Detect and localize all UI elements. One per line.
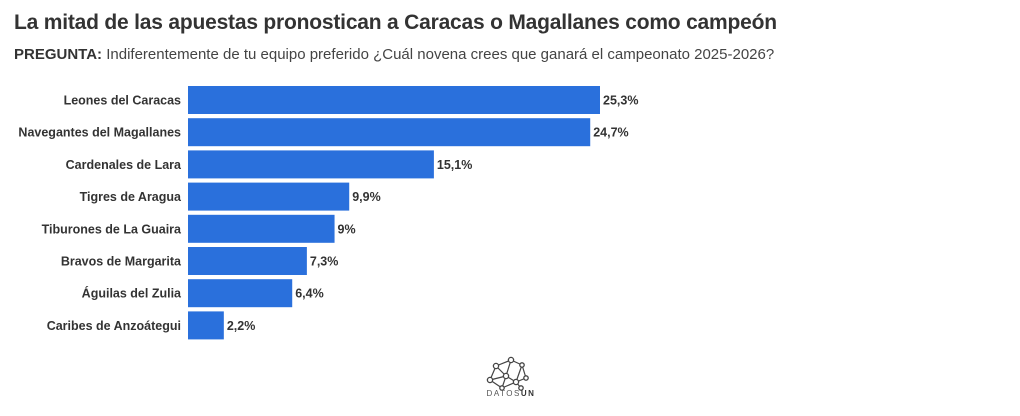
bar bbox=[188, 279, 293, 308]
value-label: 7,3% bbox=[310, 255, 339, 269]
value-label: 2,2% bbox=[227, 319, 256, 333]
category-label: Águilas del Zulia bbox=[82, 286, 182, 301]
bar bbox=[188, 247, 307, 275]
bar bbox=[188, 214, 335, 243]
logo-text-light: DATOS bbox=[486, 389, 521, 398]
datosun-logo-icon bbox=[486, 356, 529, 391]
value-label: 24,7% bbox=[593, 126, 628, 140]
category-label: Cardenales de Lara bbox=[66, 158, 182, 172]
value-label: 9,9% bbox=[352, 190, 381, 204]
category-label: Tiburones de La Guaira bbox=[42, 222, 182, 236]
subtitle-label: PREGUNTA: bbox=[14, 46, 103, 63]
category-label: Leones del Caracas bbox=[64, 94, 181, 108]
category-label: Bravos de Margarita bbox=[61, 255, 182, 269]
logo-text-bold: UN bbox=[520, 389, 536, 398]
value-label: 6,4% bbox=[295, 287, 324, 301]
datosun-logo-text: DATOSUN bbox=[476, 389, 546, 398]
subtitle-question: Indiferentemente de tu equipo preferido … bbox=[106, 46, 775, 63]
value-label: 9% bbox=[338, 222, 356, 236]
chart-subtitle: PREGUNTA: Indiferentemente de tu equipo … bbox=[14, 46, 774, 63]
chart-title: La mitad de las apuestas pronostican a C… bbox=[14, 11, 777, 34]
category-label: Navegantes del Magallanes bbox=[18, 126, 181, 140]
value-label: 15,1% bbox=[437, 158, 472, 172]
bar bbox=[188, 311, 224, 340]
bar bbox=[188, 118, 591, 147]
category-label: Tigres de Aragua bbox=[80, 190, 182, 204]
category-label: Caribes de Anzoátegui bbox=[47, 319, 181, 333]
bar bbox=[188, 150, 434, 179]
bar bbox=[188, 86, 600, 114]
value-label: 25,3% bbox=[603, 94, 638, 108]
bar bbox=[188, 182, 350, 211]
